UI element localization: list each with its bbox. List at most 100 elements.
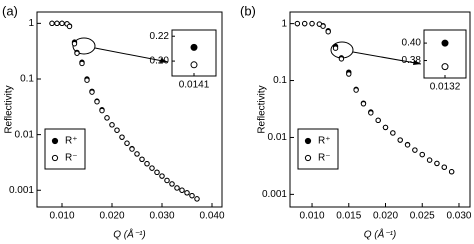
data-point [109,122,115,128]
panel-label: (a) [2,3,18,18]
data-point [134,151,140,157]
data-point [119,134,125,140]
data-point [441,164,447,170]
data-point [74,50,80,56]
y-tick-label: 0.1 [20,74,34,85]
data-point [129,146,135,152]
data-point [114,127,120,133]
data-point [412,147,418,153]
data-point [368,110,374,116]
arrowhead [413,60,421,65]
data-point [189,192,195,199]
legend-marker [51,137,59,145]
data-point [390,130,396,136]
inset-point [441,39,449,47]
data-point [89,89,95,95]
plot-frame [289,11,471,208]
data-point [419,151,425,158]
legend-label: R⁺ [65,136,78,147]
data-point [124,140,130,146]
data-point [164,177,170,184]
x-tick-label: 0.020 [373,211,398,222]
data-point [184,190,190,196]
legend-label: R⁺ [318,136,331,147]
legend-box [44,128,86,170]
x-tick-label: 0.040 [199,211,224,222]
data-point [84,77,90,83]
data-point [79,60,85,67]
x-tick-label: 0.010 [300,211,325,222]
legend-marker [304,154,312,162]
data-point [375,117,381,124]
data-point [194,196,200,202]
data-point [144,161,150,167]
y-tick-label: 0.01 [268,132,288,143]
data-point [397,137,403,143]
inset-frame [171,29,217,77]
data-point [309,20,315,27]
x-axis-label: Q (Å⁻¹) [113,228,146,241]
data-point [426,157,433,163]
data-point [382,124,389,131]
inset-y-tick-label: 0.38 [402,55,422,66]
data-point [179,187,185,193]
data-point [325,29,331,35]
y-tick-label: 0.01 [15,129,35,140]
data-point [94,99,100,105]
legend-box [297,128,339,170]
data-point [301,20,308,27]
panel-label: (b) [240,3,256,18]
legend-marker [51,154,59,162]
data-point [448,169,455,175]
data-point [54,20,60,27]
inset-y-tick-label: 0.40 [402,38,422,49]
x-tick-label: 0.025 [410,211,435,222]
inset-x-tick-label: 0.0141 [179,80,210,91]
arrow [94,47,169,63]
y-tick-label: 1 [28,18,34,29]
data-point [353,87,359,93]
highlight-ellipse [72,37,96,55]
legend-label: R⁻ [65,153,78,164]
inset-frame [423,29,467,79]
data-point [404,142,411,148]
inset-y-tick-label: 0.22 [150,31,170,42]
inset-x-tick-label: 0.0132 [430,82,461,93]
data-point [360,101,367,107]
x-tick-label: 0.030 [446,211,471,222]
data-point [294,20,301,27]
data-point [49,20,55,27]
data-point [434,160,440,167]
x-axis-label: Q (Å⁻¹) [364,228,397,241]
data-point [346,71,352,77]
x-tick-label: 0.020 [99,211,124,222]
arrowhead [160,58,168,63]
data-point [159,173,165,179]
y-tick-label: 1 [281,18,287,29]
y-axis-label: Reflectivity [4,85,15,133]
data-point [59,20,65,27]
plot-frame [36,11,223,208]
data-point [338,56,345,62]
y-tick-label: 0.001 [262,189,287,200]
inset-y-tick-label: 0.20 [150,56,170,67]
legend-label: R⁻ [318,153,331,164]
y-tick-label: 0.001 [9,185,34,196]
data-point [99,107,105,114]
inset-point [190,61,198,69]
y-tick-label: 0.1 [273,75,287,86]
data-point [104,115,110,121]
data-point [139,156,145,163]
inset-point [190,43,198,51]
arrow [352,51,422,65]
x-tick-label: 0.010 [49,211,74,222]
data-point [332,45,339,51]
data-point [320,23,326,29]
inset-point [441,63,449,71]
data-point [174,185,180,191]
data-point [149,165,155,171]
data-point [154,169,160,176]
x-tick-label: 0.015 [336,211,361,222]
legend-marker [304,137,312,145]
